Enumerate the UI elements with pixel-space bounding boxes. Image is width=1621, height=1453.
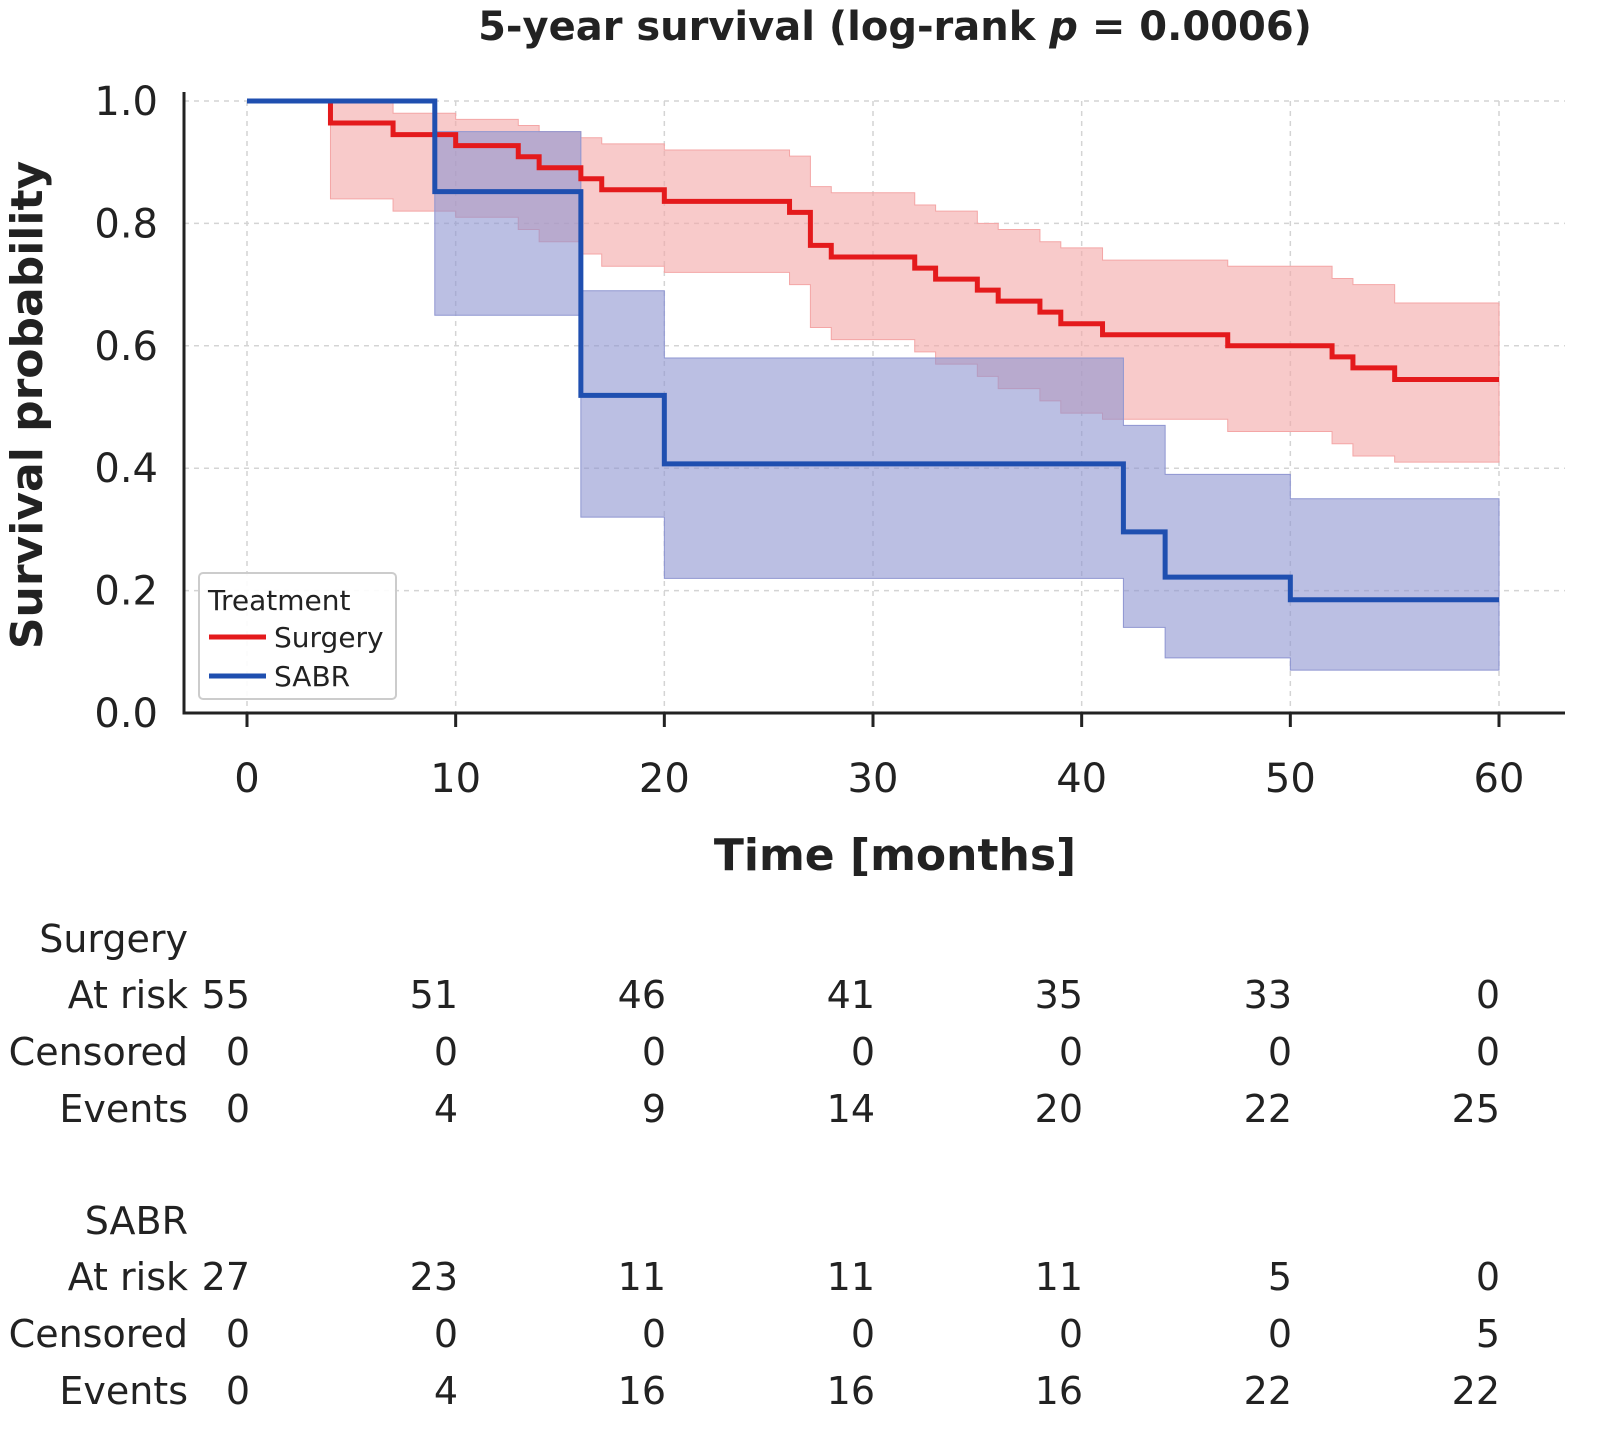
risk-table-cell: 46 — [618, 973, 666, 1017]
risk-table-cell: 16 — [1035, 1369, 1083, 1413]
risk-table-cell: 35 — [1035, 973, 1083, 1017]
chart-title-p: p — [1048, 4, 1078, 50]
survival-curve-surgery — [247, 98, 1499, 382]
risk-table-cell: 0 — [1059, 1030, 1083, 1074]
x-tick-label: 10 — [430, 756, 481, 802]
risk-table-cell: 0 — [851, 1030, 875, 1074]
risk-table-row-label: Events — [59, 1369, 188, 1413]
risk-table-cell: 0 — [642, 1312, 666, 1356]
tick-labels: 0 10 20 30 40 50 60 0.0 0.2 0.4 0.6 0.8 1.0 — [94, 79, 1524, 802]
risk-table-cell: 20 — [1035, 1087, 1083, 1131]
chart-title-suffix: = 0.0006) — [1078, 4, 1312, 50]
risk-table-cell: 16 — [618, 1369, 666, 1413]
y-tick-label: 0.8 — [94, 201, 158, 247]
risk-table-cell: 27 — [202, 1255, 250, 1299]
risk-table-cell: 33 — [1244, 973, 1292, 1017]
y-tick-label: 0.6 — [94, 324, 158, 370]
risk-table-cell: 9 — [642, 1087, 666, 1131]
legend: Treatment Surgery SABR — [198, 572, 397, 700]
y-axis-label: Survival probability — [2, 161, 53, 649]
risk-table-cell: 55 — [202, 973, 250, 1017]
risk-table-cell: 0 — [434, 1312, 458, 1356]
risk-table-cell: 11 — [618, 1255, 666, 1299]
risk-table-cell: 4 — [434, 1087, 458, 1131]
risk-table-cell: 0 — [226, 1030, 250, 1074]
risk-table-cell: 25 — [1452, 1087, 1500, 1131]
y-tick-label: 0.4 — [94, 446, 158, 492]
x-tick-label: 50 — [1265, 756, 1316, 802]
risk-table-cell: 14 — [827, 1087, 875, 1131]
x-tick-label: 60 — [1474, 756, 1525, 802]
risk-table-cell: 51 — [410, 973, 458, 1017]
risk-table-group-sabr: SABR At risk 27 23 11 11 11 5 0 Censored 0 0 0 0 0 0 5 Ev… — [9, 1199, 1500, 1413]
risk-table-row-label: Events — [59, 1087, 188, 1131]
risk-table-cell: 0 — [851, 1312, 875, 1356]
chart-title-prefix: 5-year survival (log-rank — [478, 4, 1049, 50]
risk-table-cell: 41 — [827, 973, 875, 1017]
risk-table-cell: 5 — [1476, 1312, 1500, 1356]
legend-box — [198, 572, 397, 700]
risk-table-cell: 0 — [226, 1087, 250, 1131]
risk-table-cell: 0 — [1476, 973, 1500, 1017]
legend-title: Treatment — [207, 584, 350, 617]
risk-table-cell: 0 — [226, 1369, 250, 1413]
risk-table-row-label: At risk — [68, 973, 188, 1017]
risk-table-cell: 0 — [1476, 1255, 1500, 1299]
survival-curves — [247, 98, 1499, 603]
risk-table-cell: 11 — [1035, 1255, 1083, 1299]
risk-table-cell: 22 — [1244, 1087, 1292, 1131]
risk-table-row-label: Censored — [9, 1312, 188, 1356]
survival-curve-sabr — [247, 98, 1499, 603]
risk-table-group-surgery: Surgery At risk 55 51 46 41 35 33 0 Censored 0 0 0 0 0… — [9, 917, 1500, 1131]
risk-table-cell: 16 — [827, 1369, 875, 1413]
risk-table-cell: 5 — [1268, 1255, 1292, 1299]
risk-table-cell: 0 — [434, 1030, 458, 1074]
x-tick-label: 40 — [1056, 756, 1107, 802]
risk-table-cell: 4 — [434, 1369, 458, 1413]
risk-table-cell: 11 — [827, 1255, 875, 1299]
legend-label-sabr: SABR — [274, 660, 350, 693]
risk-table-group-label: SABR — [85, 1199, 188, 1243]
risk-table-cell: 23 — [410, 1255, 458, 1299]
x-tick-label: 0 — [234, 756, 259, 802]
risk-table-row-label: At risk — [68, 1255, 188, 1299]
risk-table-cell: 0 — [1059, 1312, 1083, 1356]
x-tick-label: 20 — [639, 756, 690, 802]
risk-table-cell: 0 — [226, 1312, 250, 1356]
risk-table-cell: 0 — [642, 1030, 666, 1074]
legend-label-surgery: Surgery — [274, 621, 384, 654]
axes — [182, 92, 1565, 727]
risk-table-group-label: Surgery — [39, 917, 188, 961]
confidence-band-sabr — [247, 100, 1500, 671]
chart-title: 5-year survival (log-rank p = 0.0006) — [478, 4, 1312, 50]
risk-table-cell: 22 — [1244, 1369, 1292, 1413]
x-tick-label: 30 — [848, 756, 899, 802]
risk-table-row-label: Censored — [9, 1030, 188, 1074]
y-tick-label: 0.2 — [94, 569, 158, 615]
risk-table-cell: 22 — [1452, 1369, 1500, 1413]
risk-table-cell: 0 — [1268, 1312, 1292, 1356]
risk-table-cell: 0 — [1476, 1030, 1500, 1074]
y-tick-label: 0.0 — [94, 691, 158, 737]
y-tick-label: 1.0 — [94, 79, 158, 125]
x-axis-label: Time [months] — [714, 830, 1076, 881]
risk-table-cell: 0 — [1268, 1030, 1292, 1074]
